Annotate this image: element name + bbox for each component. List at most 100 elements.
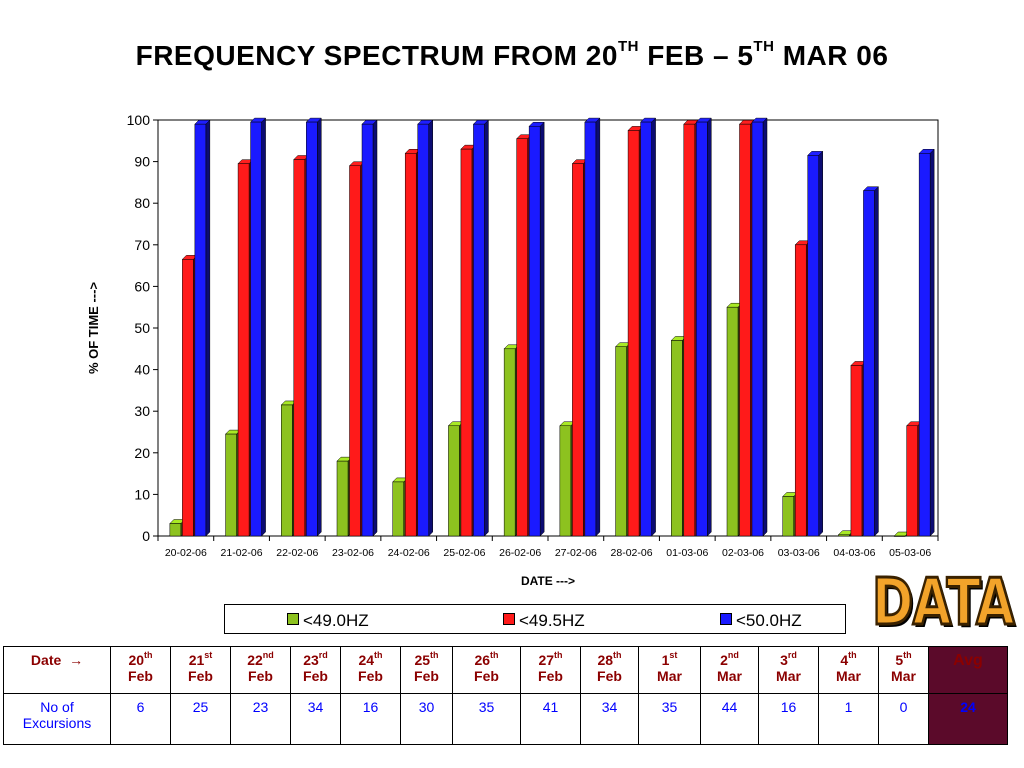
bar-front <box>392 481 404 537</box>
y-tick-label: 50 <box>134 320 150 336</box>
chart-legend: <49.0HZ <49.5HZ <50.0HZ <box>224 604 846 634</box>
bar-side <box>484 119 489 537</box>
bar-front <box>850 365 863 537</box>
date-month: Mar <box>657 668 682 684</box>
date-day: 20 <box>128 652 145 668</box>
bar-front <box>751 121 764 537</box>
y-tick-label: 90 <box>134 154 150 170</box>
excursion-count-cell: 35 <box>638 693 701 745</box>
excursion-count-cell: 35 <box>452 693 521 745</box>
data-stamp-logo: DATA <box>871 565 1016 642</box>
y-tick-label: 0 <box>142 528 150 544</box>
y-tick-label: 20 <box>134 445 150 461</box>
date-day: 25 <box>414 652 431 668</box>
date-month: Feb <box>358 668 383 684</box>
legend-swatch-green <box>287 613 299 625</box>
bar-50-0hz <box>194 119 211 537</box>
x-tick-label: 05-03-06 <box>889 547 931 559</box>
date-day: 22 <box>247 652 263 668</box>
bar-front <box>349 165 361 537</box>
bar-front <box>473 123 485 537</box>
excursion-count-cell: 25 <box>170 693 231 745</box>
y-tick-label: 10 <box>134 486 150 502</box>
date-day: 27 <box>538 652 555 668</box>
legend-item-49-0: <49.0HZ <box>287 611 369 631</box>
date-day: 28 <box>597 652 614 668</box>
date-header-cell: 2nd Mar <box>700 646 759 694</box>
bar-front <box>807 155 819 537</box>
date-month: Mar <box>836 668 861 684</box>
legend-item-50-0: <50.0HZ <box>720 611 802 631</box>
x-tick-label: 22-02-06 <box>276 547 318 559</box>
bar-side <box>818 150 823 537</box>
bar-front <box>528 125 541 537</box>
row-label-cell: No of Excursions <box>3 693 111 745</box>
bar-front <box>448 425 460 537</box>
bar-side <box>707 117 712 537</box>
date-suffix: th <box>554 650 563 660</box>
bar-front <box>281 404 293 537</box>
bar-50-0hz <box>918 148 935 537</box>
x-tick-label: 01-03-06 <box>666 547 708 559</box>
y-axis-label: % OF TIME ---> <box>86 282 101 374</box>
excursion-count-cell: 6 <box>110 693 171 745</box>
excursion-count-cell: 41 <box>520 693 581 745</box>
bar-side <box>874 186 879 537</box>
bar-front <box>182 259 194 537</box>
bar-front <box>516 138 528 537</box>
bar-front <box>169 523 182 537</box>
bar-50-0hz <box>249 117 267 537</box>
excursions-table: Date → 20th Feb 21st Feb 22nd Feb 23rd Feb 24th F… <box>3 646 1008 745</box>
bar-front <box>671 340 683 537</box>
bar-50-0hz <box>807 150 824 537</box>
page-title: FREQUENCY SPECTRUM FROM 20TH FEB – 5TH M… <box>135 37 889 71</box>
bar-side <box>929 148 935 537</box>
date-header-cell: 23rd Feb <box>290 646 341 694</box>
bar-side <box>317 117 322 537</box>
date-month: Feb <box>597 668 622 684</box>
legend-item-49-5: <49.5HZ <box>503 611 585 631</box>
bar-side <box>651 117 656 537</box>
table-values-row: No of Excursions 6 25 23 34 16 30 35 41 34 35 44 16… <box>3 693 1008 745</box>
bar-front <box>918 153 931 537</box>
x-tick-label: 23-02-06 <box>332 547 374 559</box>
bar-front <box>404 153 417 537</box>
date-suffix: th <box>613 650 622 660</box>
date-header-cell: 24th Feb <box>340 646 401 694</box>
date-day: 1 <box>661 652 670 668</box>
date-header-cell: 5th Mar <box>878 646 929 694</box>
bar-50-0hz <box>305 117 322 537</box>
bar-50-0hz <box>751 117 768 537</box>
date-day: 23 <box>303 652 319 668</box>
bar-front <box>361 123 374 537</box>
bar-front <box>726 306 739 537</box>
bar-front <box>906 425 918 537</box>
x-tick-label: 26-02-06 <box>499 547 541 559</box>
bar-front <box>893 535 906 537</box>
bar-front <box>336 460 349 537</box>
date-header-cell: 3rd Mar <box>758 646 819 694</box>
bar-front <box>250 121 262 537</box>
x-tick-label: 20-02-06 <box>165 547 207 559</box>
x-tick-label: 25-02-06 <box>443 547 485 559</box>
date-month: Mar <box>891 668 916 684</box>
date-suffix: st <box>669 650 678 660</box>
date-month: Feb <box>538 668 563 684</box>
x-tick-label: 04-03-06 <box>833 547 875 559</box>
date-header-cell: 27th Feb <box>520 646 581 694</box>
bar-50-0hz <box>695 117 712 537</box>
date-month: Feb <box>188 668 213 684</box>
date-suffix: rd <box>318 650 328 660</box>
x-tick-label: 28-02-06 <box>611 547 653 559</box>
bar-front <box>863 190 875 537</box>
x-tick-label: 03-03-06 <box>778 547 820 559</box>
bar-side <box>372 119 378 537</box>
bar-side <box>762 117 768 537</box>
date-month: Feb <box>248 668 273 684</box>
date-suffix: th <box>430 650 439 660</box>
bar-front <box>782 496 794 537</box>
date-day: 21 <box>188 652 205 668</box>
date-suffix: rd <box>787 650 797 660</box>
excursion-count-cell: 30 <box>400 693 453 745</box>
date-month: Mar <box>776 668 801 684</box>
